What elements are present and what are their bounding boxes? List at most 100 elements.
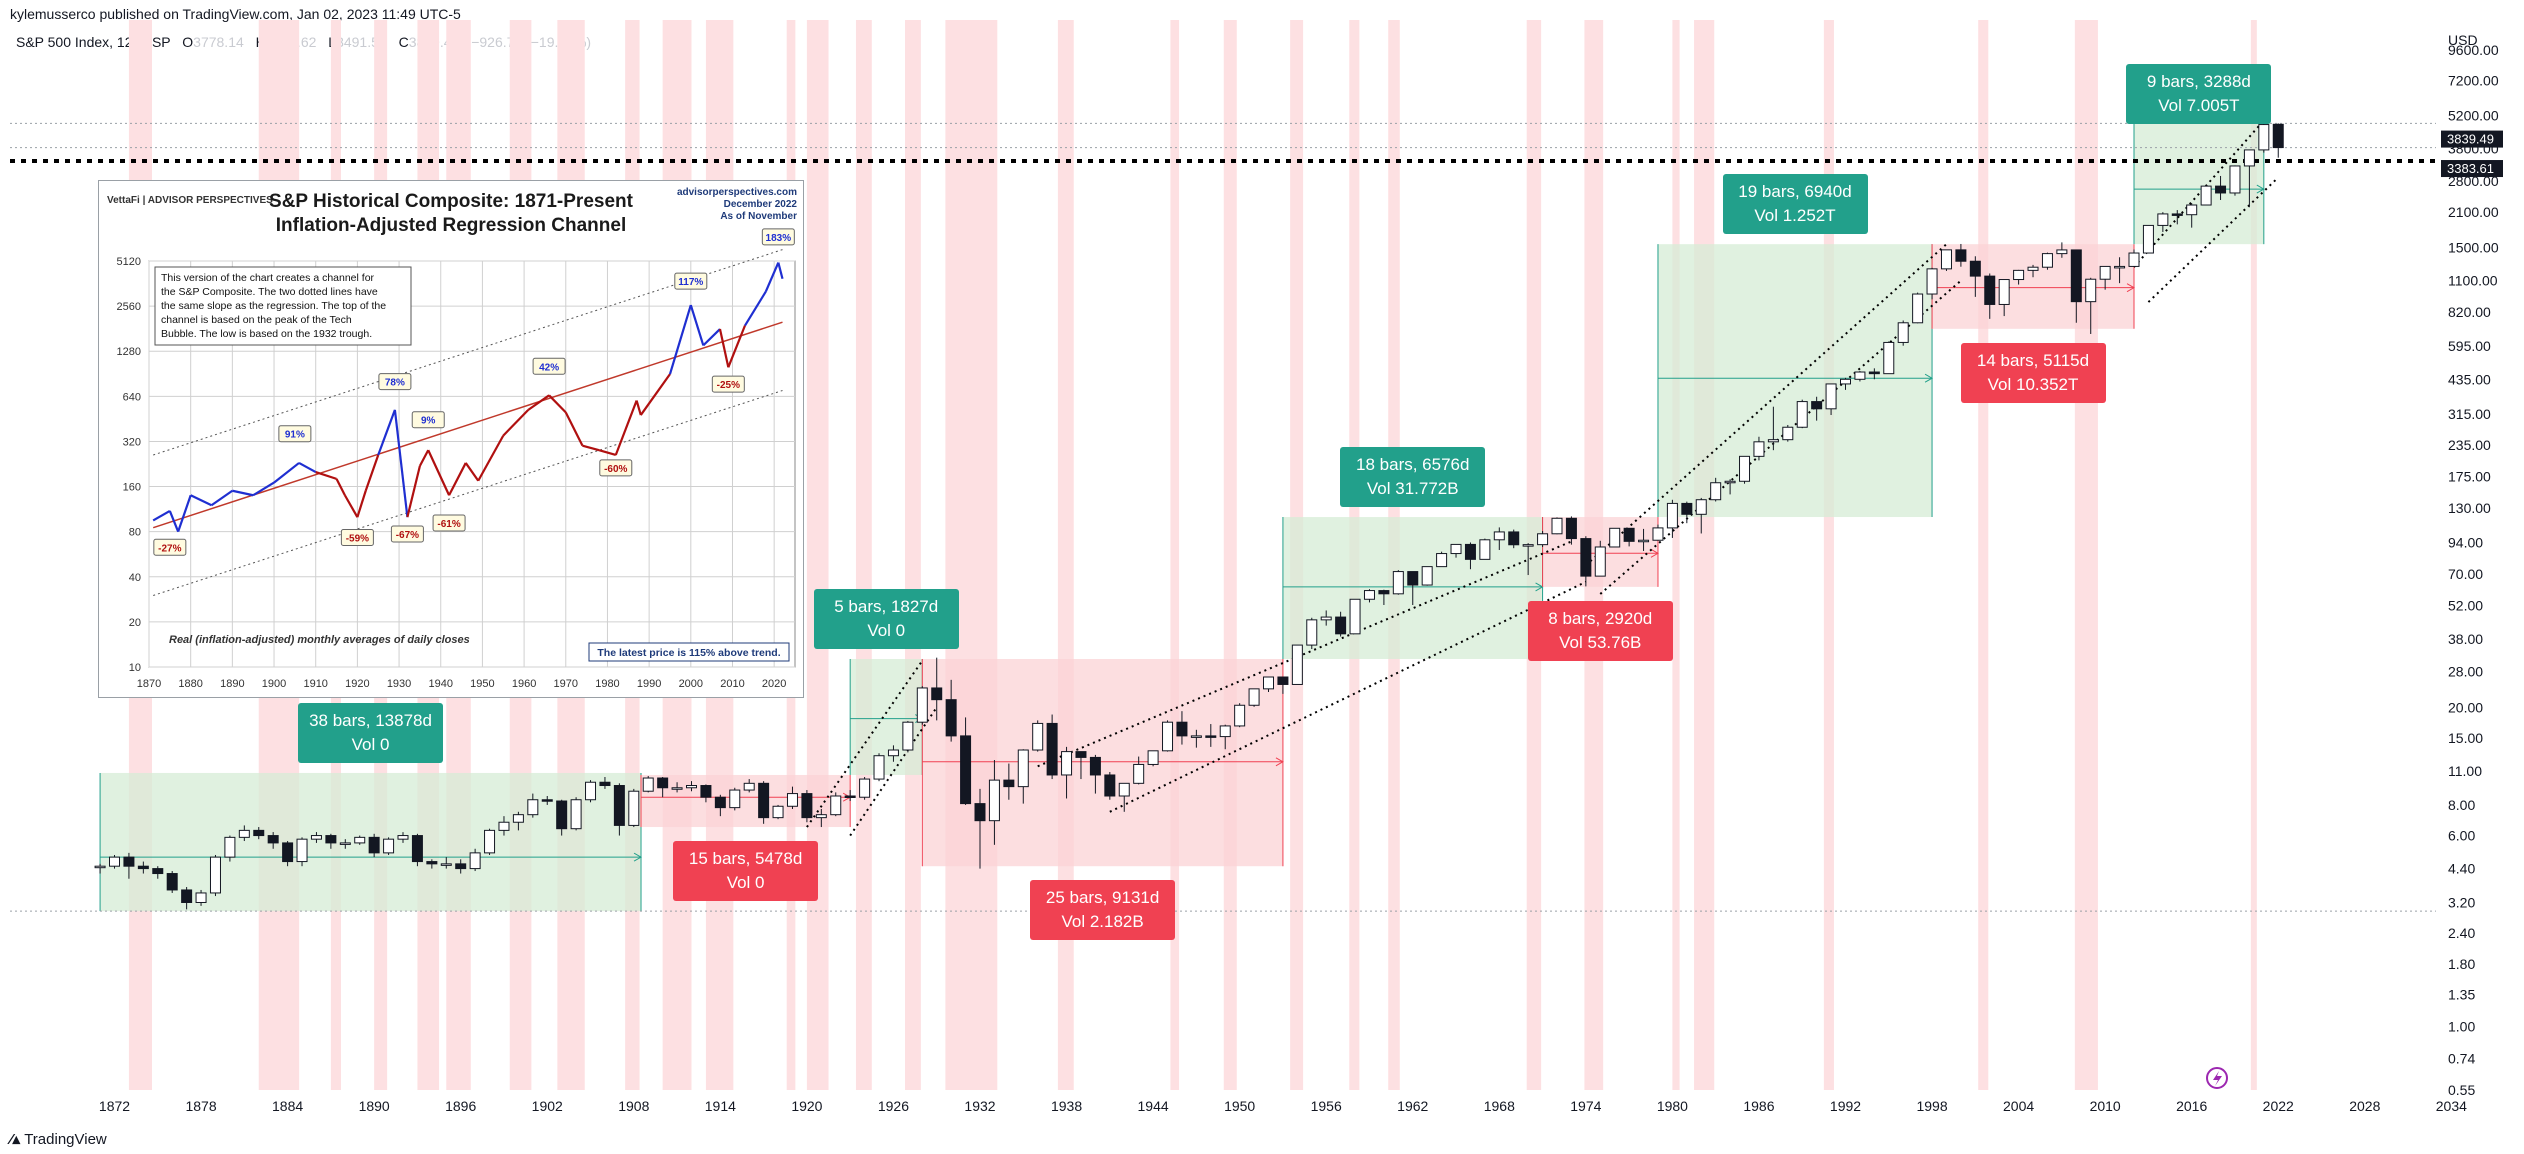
zone-arrow — [2256, 184, 2265, 194]
y-tick-label: 1100.00 — [2448, 273, 2498, 289]
inset-annotation-text: 42% — [539, 362, 559, 373]
candle-body — [484, 829, 496, 854]
candle-body — [1638, 539, 1650, 543]
tradingview-logo-icon: ⁄▴ — [10, 1131, 25, 1148]
candle-body — [1508, 531, 1520, 546]
inset-y-tick: 320 — [123, 436, 141, 448]
inset-x-tick: 1980 — [595, 678, 619, 690]
candle-body — [1782, 426, 1794, 441]
y-tick-label: 1.00 — [2448, 1018, 2475, 1034]
candle-body — [469, 852, 481, 870]
candle-body — [2070, 249, 2082, 303]
candle-body — [137, 865, 149, 870]
candle-body — [729, 789, 741, 809]
candle-body — [368, 836, 380, 854]
time-axis[interactable]: 1872 1878 1884 1890 1896 1902 1908 1914 1920 1926… — [99, 1098, 2467, 1114]
inset-note-text: This version of the chart creates a chan… — [161, 272, 386, 340]
inset-series-segment — [177, 494, 192, 533]
candle-body — [887, 749, 899, 757]
candle-body — [613, 785, 625, 826]
recession-band — [904, 20, 921, 1090]
candle-body — [2229, 165, 2241, 194]
inset-series-segment — [702, 328, 721, 347]
inset-series-segment — [356, 490, 367, 518]
candle-body — [902, 721, 914, 751]
inset-x-tick: 1990 — [637, 678, 661, 690]
inset-series-segment — [252, 481, 275, 497]
inset-series-segment — [564, 411, 584, 447]
y-tick-label: 9600.00 — [2448, 42, 2499, 58]
inset-series-segment — [527, 394, 550, 411]
zone-arrow — [1924, 373, 1934, 383]
x-tick-label: 2010 — [2090, 1098, 2121, 1114]
candle-body — [859, 778, 871, 798]
candle-body — [1537, 533, 1549, 546]
zone-callout-bars: 8 bars, 2920d — [1548, 608, 1653, 628]
zone-callout-bars: 9 bars, 3288d — [2146, 72, 2251, 91]
inset-annotation-text: -61% — [437, 519, 460, 530]
inset-x-tick: 1900 — [262, 678, 286, 690]
inset-annotation-text: -67% — [396, 530, 419, 541]
candle-body — [988, 779, 1000, 822]
candle-body — [1248, 688, 1260, 706]
zone-rect — [850, 658, 923, 775]
tradingview-logo[interactable]: ⁄▴ TradingView — [10, 1130, 107, 1148]
x-tick-label: 1884 — [272, 1098, 303, 1114]
candle-body — [224, 836, 236, 858]
inset-x-tick: 1920 — [345, 678, 369, 690]
zone-callout-bars: 15 bars, 5478d — [688, 849, 803, 869]
candle-body — [181, 889, 193, 903]
inset-annotation-text: 183% — [766, 233, 792, 244]
candle-body — [123, 856, 135, 867]
event-icon[interactable] — [2206, 1067, 2228, 1089]
candle-body — [556, 800, 568, 830]
inset-annotation-box — [674, 272, 708, 290]
inset-y-tick: 40 — [129, 572, 141, 584]
candle-body — [628, 790, 640, 826]
candle-body — [267, 835, 279, 844]
y-tick-label: 1.80 — [2448, 956, 2475, 972]
zone-callout: 18 bars, 6576d Vol 31.772B — [1340, 447, 1486, 508]
y-tick-label: 2100.00 — [2448, 204, 2499, 220]
candle-body — [166, 873, 178, 891]
candle-body — [1046, 722, 1058, 776]
y-tick-label: 2800.00 — [2448, 173, 2499, 189]
inset-y-tick: 5120 — [117, 256, 141, 268]
candle-body — [1436, 553, 1448, 568]
x-tick-label: 1956 — [1311, 1098, 1342, 1114]
y-tick-label: 28.00 — [2448, 664, 2483, 680]
candle-body — [1854, 371, 1866, 380]
candle-body — [2114, 265, 2126, 269]
recession-band — [1823, 20, 1834, 1090]
candle-body — [1897, 322, 1909, 343]
inset-channel-lower — [153, 390, 783, 596]
inset-annotation-box — [432, 514, 466, 532]
inset-y-tick: 640 — [123, 391, 141, 403]
zone-callout: 19 bars, 6940d Vol 1.252T — [1722, 174, 1868, 235]
recession-band — [1694, 20, 1715, 1090]
inset-series-segment — [427, 449, 451, 496]
inset-y-tick: 2560 — [117, 301, 141, 313]
inset-note: This version of the chart creates a chan… — [154, 266, 412, 346]
candle-body — [1609, 527, 1621, 548]
candle-body — [1032, 722, 1044, 751]
price-axis[interactable]: 9600.007200.005200.003800.002800.002100.… — [2448, 42, 2499, 1098]
misc-marks — [2206, 1067, 2228, 1089]
inset-y-tick: 10 — [129, 662, 141, 674]
inset-annotation-text: -60% — [604, 464, 627, 475]
candle-body — [397, 835, 409, 840]
y-tick-label: 7200.00 — [2448, 73, 2499, 89]
candle-body — [873, 755, 885, 780]
inset-y-tick: 80 — [129, 527, 141, 539]
inset-series-segment — [210, 489, 233, 507]
inset-x-tick: 1950 — [470, 678, 494, 690]
candle-body — [1493, 531, 1505, 541]
candle-body — [599, 781, 611, 787]
x-tick-label: 1932 — [964, 1098, 995, 1114]
zone-arrow — [1275, 757, 1284, 767]
candle-body — [1190, 735, 1202, 738]
candle-body — [1926, 268, 1938, 295]
zone-rect — [922, 658, 1283, 867]
y-tick-label: 8.00 — [2448, 797, 2475, 813]
candle-body — [195, 892, 207, 903]
